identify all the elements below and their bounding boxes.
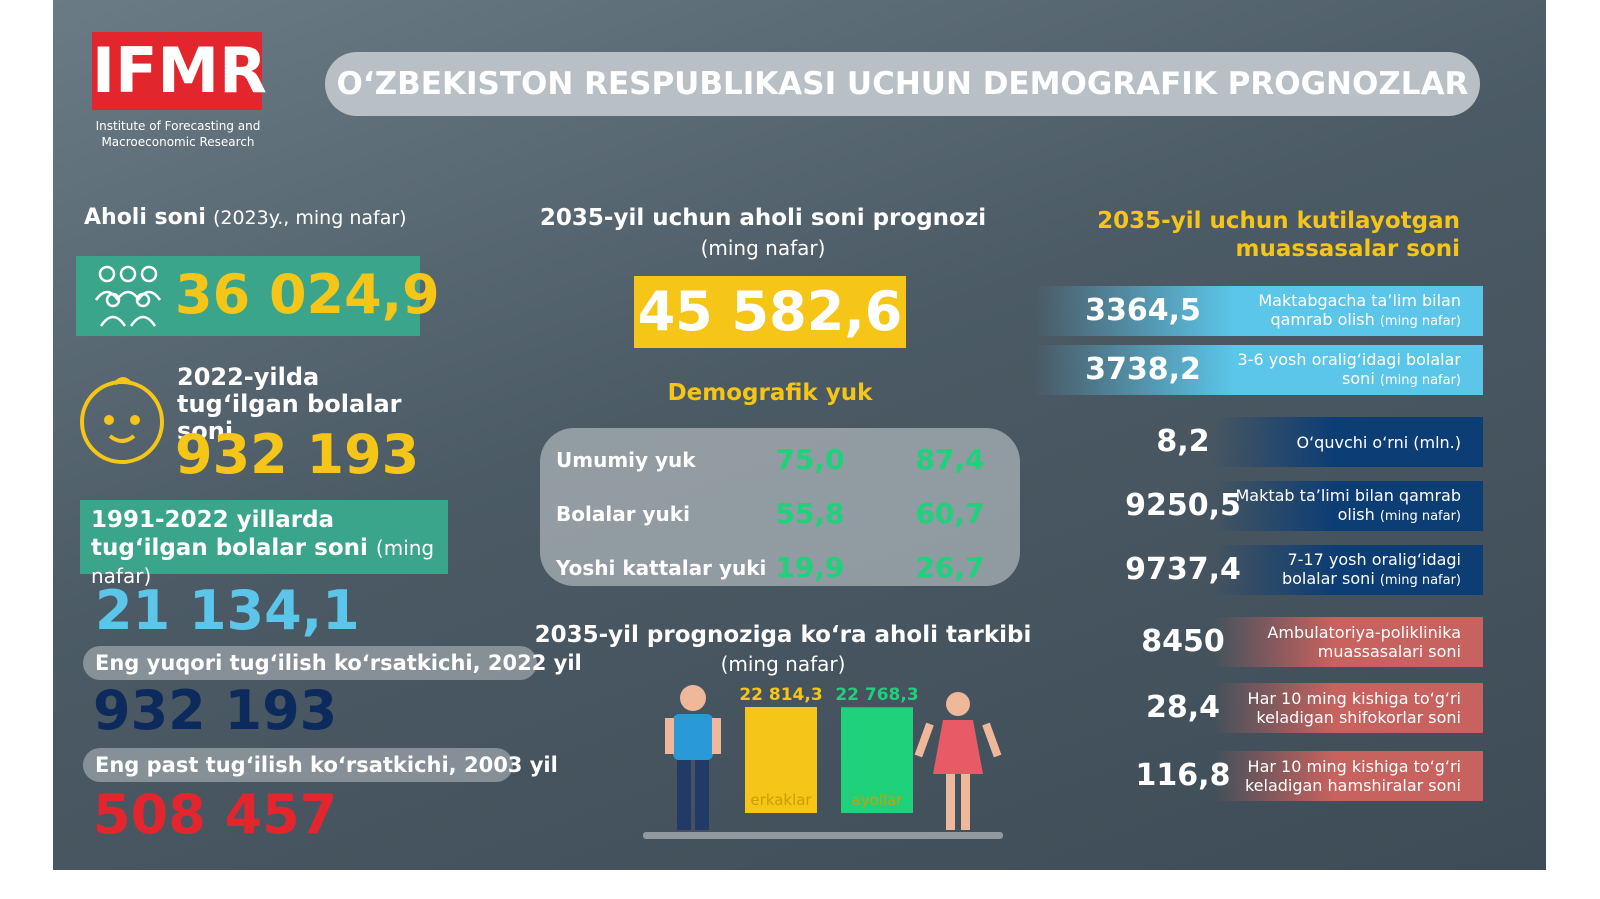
item-band xyxy=(1213,545,1483,595)
label: Maktab ta’limi bilan qamrab olish xyxy=(1235,486,1461,524)
bar-name: ayollar xyxy=(852,791,904,809)
woman-figure xyxy=(914,692,1002,830)
structure-chart: 22 814,3 erkaklar 22 768,3 ayollar xyxy=(643,685,1003,839)
title-pill xyxy=(325,52,1480,116)
item-label-text: Har 10 ming kishiga to‘g‘ri keladigan ha… xyxy=(1233,757,1461,795)
item-label-text: O‘quvchi o‘rni (mln.) xyxy=(1297,433,1462,452)
births-period-box xyxy=(80,500,448,574)
logo-subtitle: Institute of Forecasting and Macroeconom… xyxy=(95,119,261,149)
note: (ming nafar) xyxy=(1379,573,1461,588)
item-label: Maktab ta’limi bilan qamrab olish (ming … xyxy=(1233,484,1461,528)
note: (2023y., ming nafar) xyxy=(212,207,407,229)
note: (ming nafar) xyxy=(1379,509,1461,524)
man-figure xyxy=(665,685,721,830)
label: Har 10 ming kishiga to‘g‘ri keladigan ha… xyxy=(1244,757,1461,795)
label: Har 10 ming kishiga to‘g‘ri keladigan sh… xyxy=(1247,689,1461,727)
highest-label: Eng yuqori tug‘ilish ko‘rsatkichi, 2022 … xyxy=(95,651,582,675)
item-value: 8,2 xyxy=(1156,424,1210,459)
births-period-value: 21 134,1 xyxy=(95,579,360,642)
lowest-value: 508 457 xyxy=(93,783,338,846)
burden-label: Bolalar yuki xyxy=(556,502,690,526)
label: 1991-2022 yillarda tug‘ilgan bolalar son… xyxy=(91,507,368,561)
item-value: 9737,4 xyxy=(1125,552,1241,587)
forecast-box xyxy=(634,276,906,348)
burden-value: 87,4 xyxy=(915,443,985,476)
item-band xyxy=(1213,481,1483,531)
item-label-text: 3-6 yosh oralig‘idagi bolalar soni (ming… xyxy=(1233,350,1461,390)
burden-title: Demografik yuk xyxy=(667,380,873,406)
item-value: 8450 xyxy=(1141,624,1225,659)
burden-value: 75,0 xyxy=(775,443,845,476)
baby-icon xyxy=(80,377,164,464)
title: O‘ZBEKISTON RESPUBLIKASI UCHUN DEMOGRAFI… xyxy=(336,66,1469,102)
item-band xyxy=(1033,345,1483,395)
item-label-text: 7-17 yosh oralig‘idagi bolalar soni (min… xyxy=(1233,550,1461,590)
item-band xyxy=(1213,417,1483,467)
burden-table: Umumiy yuk 75,0 87,4 Bolalar yuki 55,8 60,7 Yo… xyxy=(540,428,1020,586)
structure-note: (ming nafar) xyxy=(720,652,846,676)
item-label-text: Maktabgacha ta’lim bilan qamrab olish (m… xyxy=(1233,291,1461,331)
bar-name: erkaklar xyxy=(750,791,812,809)
item-label-text: Ambulatoriya-poliklinika muassasalari so… xyxy=(1233,623,1461,661)
item-band xyxy=(1213,617,1483,667)
burden-value: 60,7 xyxy=(915,497,985,530)
lowest-pill xyxy=(83,748,513,782)
item-label: 7-17 yosh oralig‘idagi bolalar soni (min… xyxy=(1233,548,1461,592)
logo: IFMR xyxy=(92,34,267,107)
label: Aholi soni xyxy=(84,205,206,230)
population-value: 36 024,9 xyxy=(175,263,440,326)
births-2022-value: 932 193 xyxy=(175,423,420,486)
burden-value: 19,9 xyxy=(775,551,845,584)
births-period-label: 1991-2022 yillarda tug‘ilgan bolalar son… xyxy=(91,506,441,590)
item-label-text: Har 10 ming kishiga to‘g‘ri keladigan sh… xyxy=(1233,689,1461,727)
item-value: 116,8 xyxy=(1135,758,1231,793)
forecast-value: 45 582,6 xyxy=(637,280,903,343)
institutions-list: 3364,5 Maktabgacha ta’lim bilan qamrab ol… xyxy=(1033,0,1483,870)
item-value: 28,4 xyxy=(1145,690,1221,725)
item-band xyxy=(1213,751,1483,801)
item-label-text: Maktab ta’limi bilan qamrab olish (ming … xyxy=(1233,486,1461,526)
burden-label: Yoshi kattalar yuki xyxy=(556,556,767,580)
item-label: O‘quvchi o‘rni (mln.) xyxy=(1233,420,1462,464)
institutions-title: 2035-yil uchun kutilayotgan muassasalar … xyxy=(1097,208,1460,262)
note: (ming nafar) xyxy=(1379,373,1461,388)
note: (ming nafar) xyxy=(1379,314,1461,329)
item-value: 3364,5 xyxy=(1085,293,1201,328)
forecast-note: (ming nafar) xyxy=(700,236,826,260)
highest-pill xyxy=(83,646,537,680)
structure-title: 2035-yil prognoziga ko‘ra aholi tarkibi xyxy=(534,622,1032,648)
item-label: Ambulatoriya-poliklinika muassasalari so… xyxy=(1233,620,1461,664)
bar-value-label: 22 814,3 xyxy=(739,685,822,705)
people-icon xyxy=(94,265,162,327)
item-value: 9250,5 xyxy=(1125,488,1241,523)
highest-value: 932 193 xyxy=(93,679,338,742)
label: 7-17 yosh oralig‘idagi bolalar soni xyxy=(1281,550,1461,588)
burden-label: Umumiy yuk xyxy=(556,448,696,472)
item-label: Har 10 ming kishiga to‘g‘ri keladigan sh… xyxy=(1233,686,1461,730)
forecast-title: 2035-yil uchun aholi soni prognozi xyxy=(539,205,987,231)
infographic: IFMR Institute of Forecasting and Macroe… xyxy=(53,0,1546,870)
label: Maktabgacha ta’lim bilan qamrab olish xyxy=(1258,291,1461,329)
note: (ming nafar) xyxy=(91,536,435,588)
item-label: 3-6 yosh oralig‘idagi bolalar soni (ming… xyxy=(1233,348,1461,392)
label: Ambulatoriya-poliklinika muassasalari so… xyxy=(1267,623,1461,661)
label: O‘quvchi o‘rni (mln.) xyxy=(1296,432,1462,452)
item-label: Har 10 ming kishiga to‘g‘ri keladigan ha… xyxy=(1233,754,1461,798)
population-heading: Aholi soni (2023y., ming nafar) xyxy=(84,205,407,230)
item-value: 3738,2 xyxy=(1085,352,1201,387)
lowest-label: Eng past tug‘ilish ko‘rsatkichi, 2003 yi… xyxy=(95,753,558,777)
item-band xyxy=(1033,286,1483,336)
item-label: Maktabgacha ta’lim bilan qamrab olish (m… xyxy=(1233,289,1461,333)
label: 3-6 yosh oralig‘idagi bolalar soni xyxy=(1237,350,1461,388)
bar-value-label: 22 768,3 xyxy=(835,685,918,705)
bar xyxy=(745,707,817,813)
burden-value: 55,8 xyxy=(775,497,845,530)
logo-box xyxy=(92,32,262,110)
floor xyxy=(643,832,1003,839)
bar xyxy=(841,707,913,813)
item-band xyxy=(1213,683,1483,733)
burden-value: 26,7 xyxy=(915,551,985,584)
births-2022-label: 2022-yilda tug‘ilgan bolalar soni xyxy=(177,363,402,445)
